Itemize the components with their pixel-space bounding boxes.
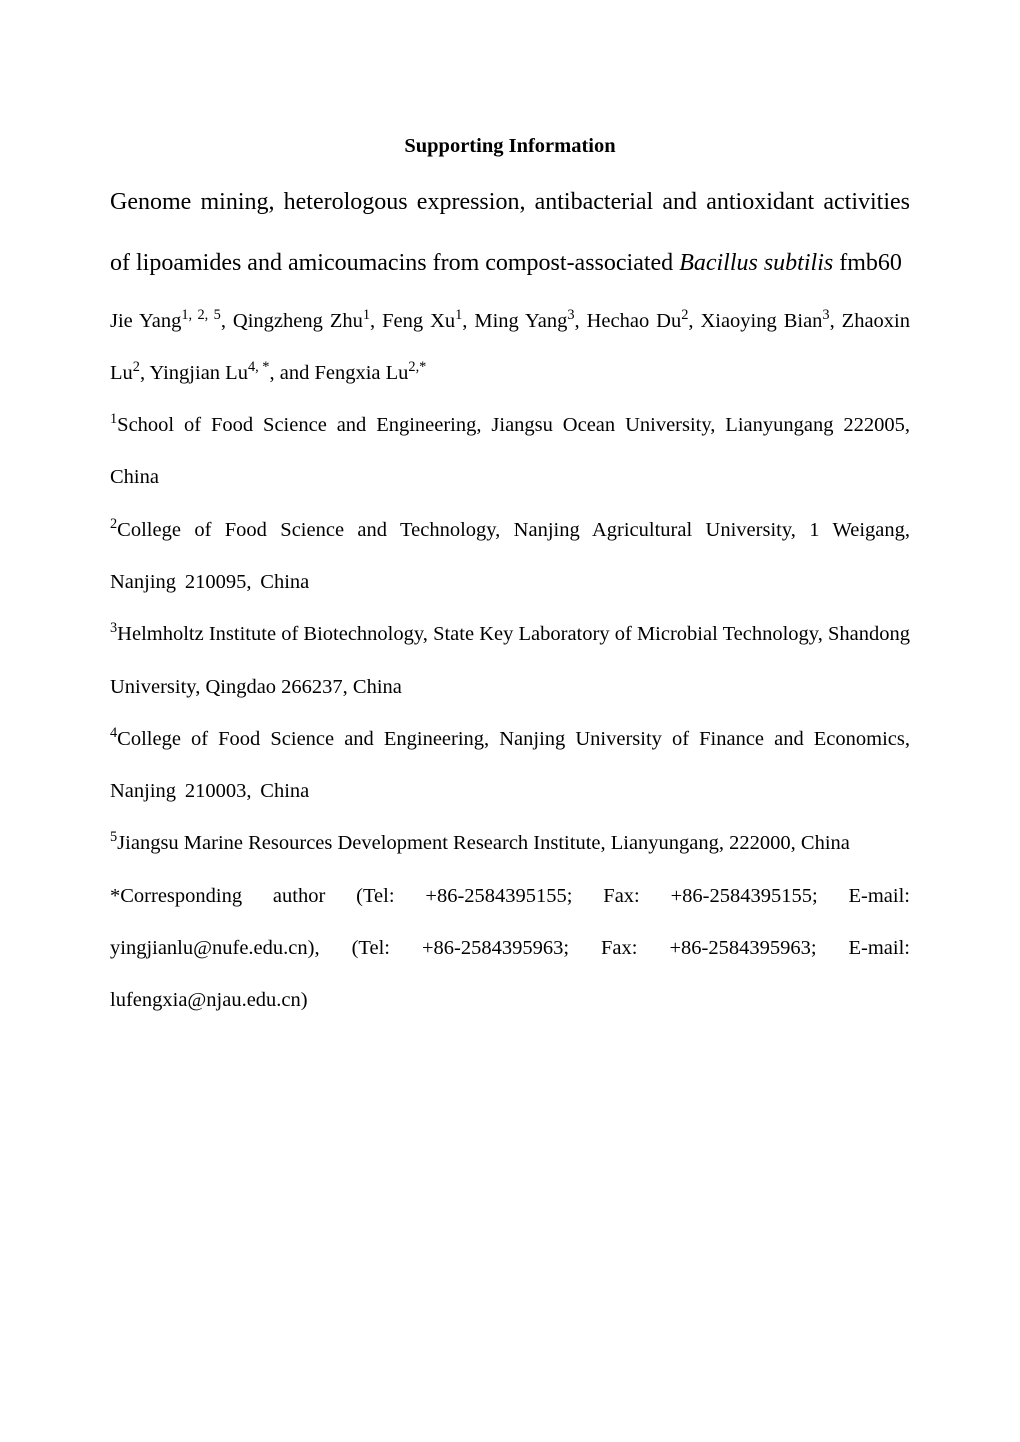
affil-text: Jiangsu Marine Resources Development Res… <box>117 832 850 854</box>
affil-text: School of Food Science and Engineering, … <box>110 414 910 488</box>
affiliation: 5Jiangsu Marine Resources Development Re… <box>110 817 910 869</box>
author-affil-sup: 2,* <box>408 359 426 375</box>
manuscript-page: Supporting Information Genome mining, he… <box>0 0 1020 1126</box>
author-affil-sup: 1, 2, 5 <box>181 307 221 323</box>
affil-text: Helmholtz Institute of Biotechnology, St… <box>110 623 910 697</box>
title-strain: fmb60 <box>833 250 902 276</box>
affiliation: 4College of Food Science and Engineering… <box>110 713 910 818</box>
author-name: , Xiaoying Bian <box>688 310 822 332</box>
section-heading: Supporting Information <box>110 120 910 172</box>
author-affil-sup: 3 <box>822 307 829 323</box>
author-affil-sup: 2 <box>133 359 140 375</box>
author-affil-sup: 4, * <box>248 359 270 375</box>
author-affil-sup: 3 <box>567 307 574 323</box>
affiliation: 3Helmholtz Institute of Biotechnology, S… <box>110 608 910 713</box>
title-species: Bacillus subtilis <box>679 250 833 276</box>
affil-text: College of Food Science and Technology, … <box>110 519 910 593</box>
author-name: , Qingzheng Zhu <box>221 310 363 332</box>
affil-text: College of Food Science and Engineering,… <box>110 728 910 802</box>
author-affil-sup: 1 <box>363 307 370 323</box>
author-name: , Yingjian Lu <box>140 362 248 384</box>
author-name: , and Fengxia Lu <box>269 362 408 384</box>
corresponding-author: *Corresponding author (Tel: +86-25843951… <box>110 870 910 1027</box>
author-name: , Hechao Du <box>575 310 682 332</box>
author-name: Jie Yang <box>110 310 181 332</box>
author-name: , Ming Yang <box>462 310 567 332</box>
author-list: Jie Yang1, 2, 5, Qingzheng Zhu1, Feng Xu… <box>110 295 910 400</box>
affiliation: 1School of Food Science and Engineering,… <box>110 399 910 504</box>
affiliation: 2College of Food Science and Technology,… <box>110 504 910 609</box>
author-name: , Feng Xu <box>370 310 455 332</box>
paper-title: Genome mining, heterologous expression, … <box>110 172 910 294</box>
